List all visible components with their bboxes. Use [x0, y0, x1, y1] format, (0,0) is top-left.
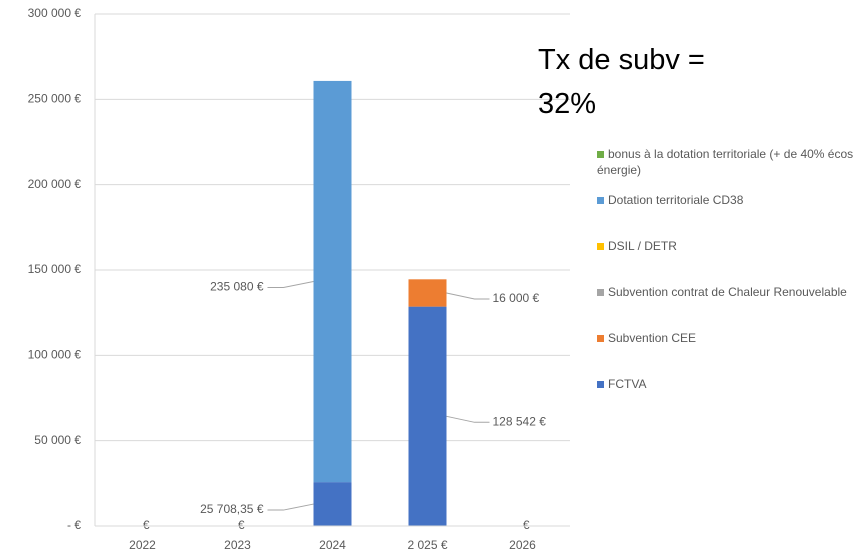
y-tick-label: - € [67, 518, 81, 532]
legend-label: bonus à la dotation territoriale (+ de 4… [597, 147, 854, 177]
y-tick-label: 200 000 € [28, 177, 82, 191]
legend-item: FCTVA [597, 376, 859, 392]
legend-swatch [597, 197, 604, 204]
data-label: 235 080 € [210, 280, 264, 294]
y-tick-label: 50 000 € [34, 433, 81, 447]
legend-label: Subvention contrat de Chaleur Renouvelab… [608, 285, 847, 299]
data-label: - € [230, 518, 244, 532]
data-label: - € [515, 518, 529, 532]
data-label: 128 542 € [493, 414, 547, 428]
legend-item: Dotation territoriale CD38 [597, 192, 859, 208]
y-tick-label: 300 000 € [28, 6, 82, 20]
legend-label: DSIL / DETR [608, 239, 677, 253]
x-tick-label: 2023 [224, 538, 251, 552]
data-label: - € [135, 518, 149, 532]
legend-swatch [597, 289, 604, 296]
legend-swatch [597, 243, 604, 250]
annotation: Tx de subv = 32% [538, 44, 705, 120]
legend-item: bonus à la dotation territoriale (+ de 4… [597, 146, 859, 178]
legend-label: FCTVA [608, 377, 647, 391]
legend-label: Dotation territoriale CD38 [608, 193, 744, 207]
legend-swatch [597, 151, 604, 158]
data-label: 25 708,35 € [200, 502, 264, 516]
leader-line [446, 292, 490, 300]
x-tick-label: 2022 [129, 538, 156, 552]
data-label: 16 000 € [493, 291, 540, 305]
bar-segment [408, 279, 447, 307]
leader-line [446, 415, 490, 423]
bar-segment [313, 80, 352, 483]
x-tick-label: 2024 [319, 538, 346, 552]
legend-item: Subvention contrat de Chaleur Renouvelab… [597, 284, 859, 300]
legend-item: Subvention CEE [597, 330, 859, 346]
legend-swatch [597, 381, 604, 388]
legend-swatch [597, 335, 604, 342]
y-tick-label: 150 000 € [28, 262, 82, 276]
bar-segment [313, 482, 352, 526]
leader-line [267, 281, 314, 289]
x-tick-label: 2026 [509, 538, 536, 552]
x-tick-label: 2 025 € [407, 538, 447, 552]
leader-line [267, 503, 314, 511]
y-tick-label: 250 000 € [28, 92, 82, 106]
y-tick-label: 100 000 € [28, 348, 82, 362]
bar-segment [408, 306, 447, 526]
legend-label: Subvention CEE [608, 331, 697, 345]
legend-item: DSIL / DETR [597, 238, 859, 254]
